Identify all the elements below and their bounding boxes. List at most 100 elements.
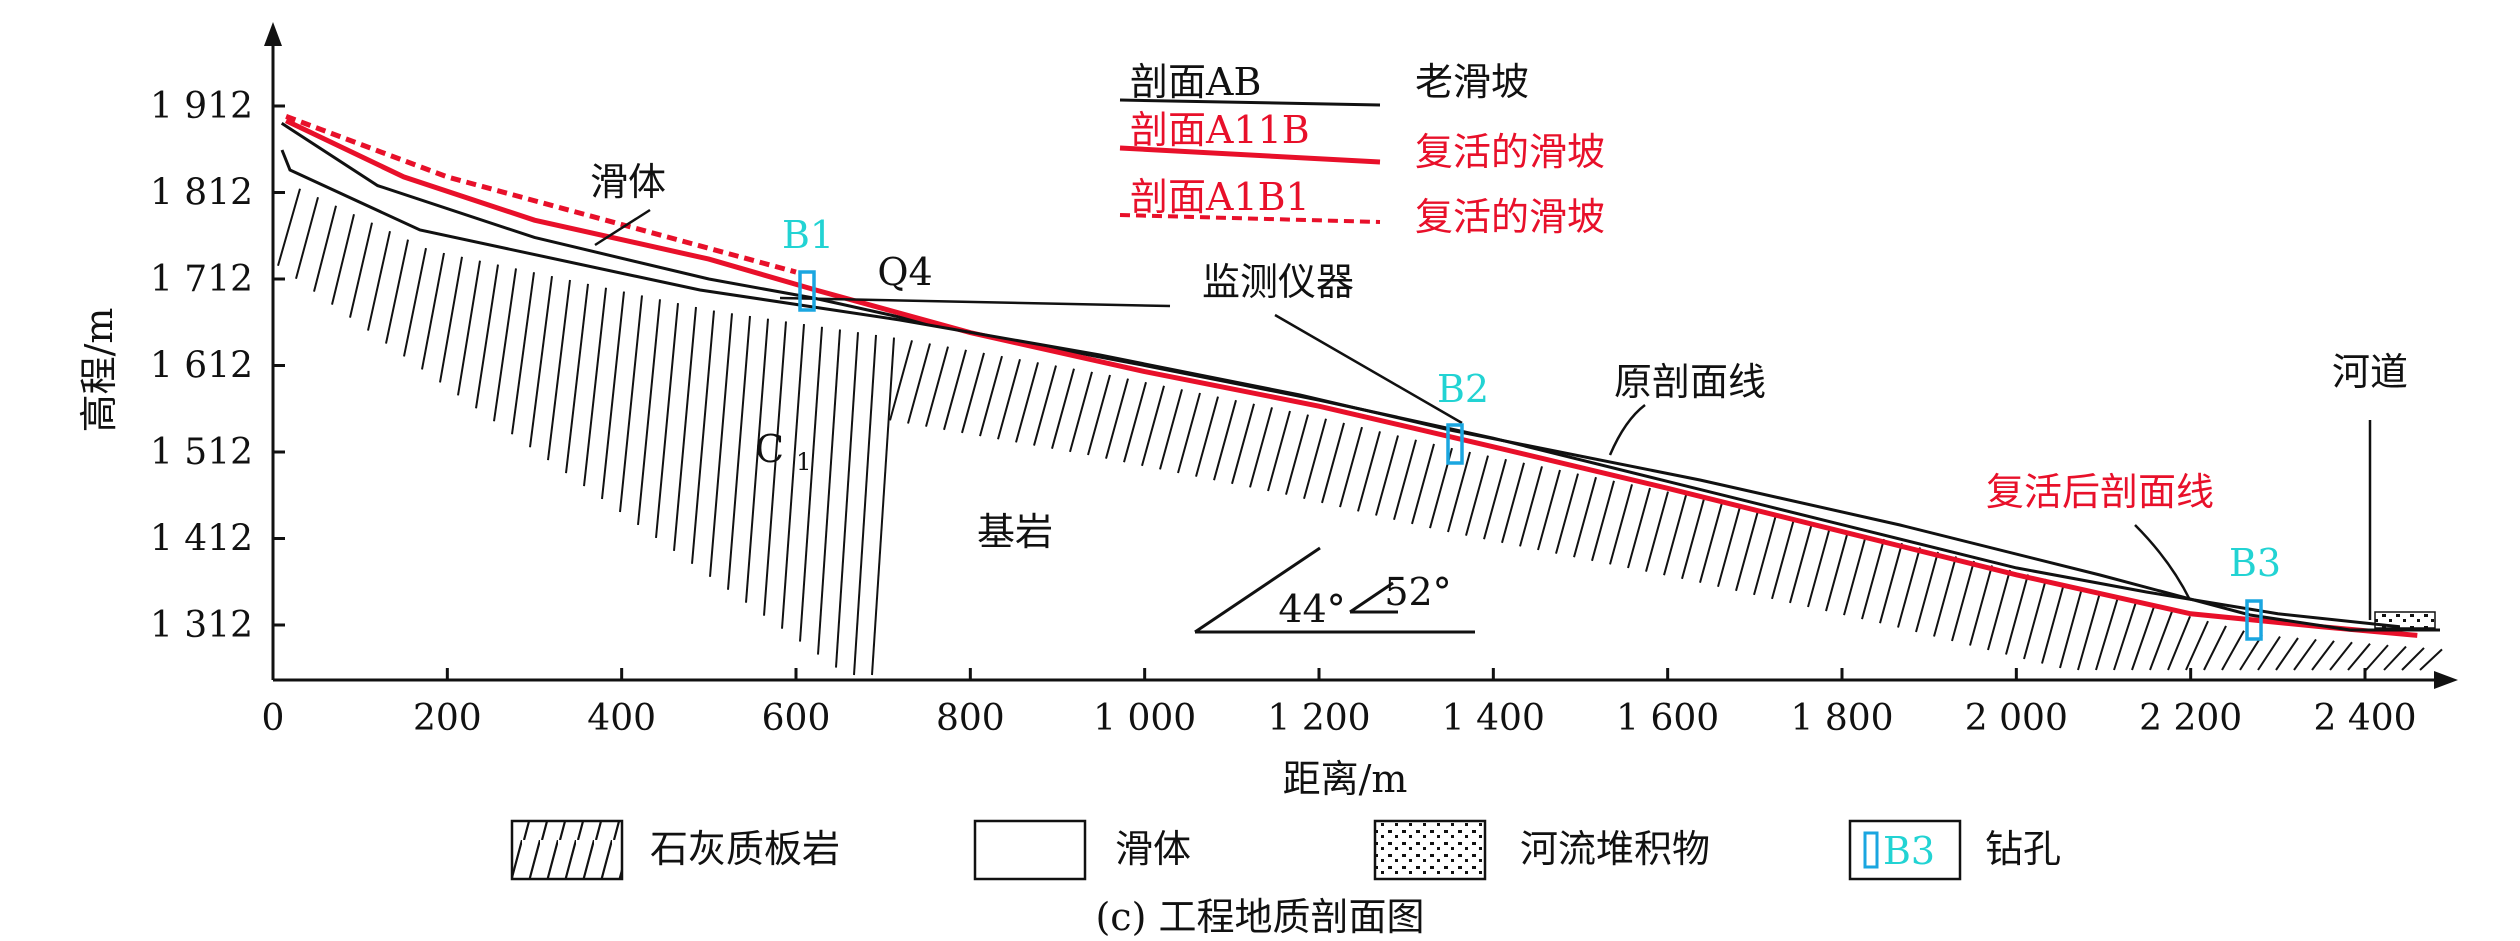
bedrock-hatch-line: [2239, 634, 2263, 671]
y-ticks: 1 312 1 412 1 512 1 612 1 712 1 812 1 912: [150, 86, 285, 646]
bedrock-hatch-line: [1105, 378, 1129, 459]
bedrock-hatch-line: [2365, 644, 2389, 671]
bedrock-hatch-line: [2167, 615, 2191, 671]
bedrock-hatch-line: [1573, 476, 1597, 558]
bedrock-hatch-line: [691, 310, 715, 564]
bedrock-hatch-line: [1231, 403, 1255, 485]
bedrock-hatch-line: [1591, 480, 1615, 562]
legend-swatch-limestone: [510, 819, 624, 881]
bedrock-hatch-line: [763, 321, 787, 616]
bedrock-hatch-line: [997, 358, 1021, 440]
c1-subscript: 1: [796, 448, 811, 476]
bedrock-hatch-line: [1555, 473, 1579, 554]
bedrock-hatch-line: [1717, 506, 1741, 588]
legend-swatch-river-deposit: [1373, 819, 1487, 881]
y-tick-label: 1 312: [150, 605, 253, 646]
bedrock-hatch-line: [1681, 498, 1705, 580]
x-tick-label: 2 400: [2313, 698, 2416, 739]
bedrock-hatch-line: [1987, 569, 2011, 651]
bedrock-hatch-line: [475, 264, 499, 409]
bedrock-hatch-line: [2005, 574, 2029, 655]
bedrock-hatch-line: [1177, 392, 1201, 474]
bedrock-hatch-line: [1645, 491, 1669, 572]
y-tick-label: 1 512: [150, 432, 253, 473]
bedrock-hatch-line: [1159, 389, 1183, 470]
bedrock-hatch-line: [1447, 451, 1471, 533]
bedrock-hatch-line: [1213, 399, 1237, 481]
bedrock-hatch-line: [1285, 414, 1309, 495]
bedrock-hatch-line: [727, 315, 751, 590]
bedrock-hatch-line: [2149, 611, 2173, 671]
bedrock-hatch-line: [2257, 636, 2281, 671]
bedrock-hatch-line: [1051, 368, 1075, 449]
bedrock-hatch-line: [853, 334, 877, 676]
bedrock-label: 基岩: [977, 510, 1053, 554]
bedrock-hatch-line: [2077, 592, 2101, 671]
bedrock-hatch-line: [1249, 407, 1273, 488]
bedrock-hatch-line: [1735, 510, 1759, 592]
bedrock-hatch-line: [745, 318, 769, 603]
bedrock-hatch-line: [1879, 542, 1903, 624]
x-tick-label: 1 600: [1616, 698, 1719, 739]
bedrock-hatch-line: [961, 352, 985, 434]
bedrock-hatch-line: [2329, 641, 2353, 671]
borehole-b3-marker: [2245, 599, 2263, 641]
revived-line-label: 复活后剖面线: [1986, 470, 2214, 514]
legend-line-a1b1: [1119, 213, 1381, 224]
y-tick-label: 1 912: [150, 86, 253, 127]
profile-legend: 剖面AB 老滑坡 剖面A11B 复活的滑坡 剖面A1B1 复活的滑坡: [1119, 60, 1605, 239]
bedrock-hatch-line: [1537, 469, 1561, 551]
bedrock-hatch-line: [619, 295, 643, 513]
legend-desc-revived-2: 复活的滑坡: [1415, 195, 1605, 239]
bedrock-hatch-line: [889, 340, 913, 421]
legend-limestone-label: 石灰质板岩: [650, 827, 840, 871]
angle-44-label: 44°: [1278, 587, 1345, 631]
original-line-leader: [1608, 404, 1646, 456]
bedrock-hatch-line: [709, 313, 733, 577]
bedrock-hatch-line: [1627, 487, 1651, 569]
bedrock-hatch-line: [1825, 530, 1849, 612]
y-tick-label: 1 812: [150, 173, 253, 214]
bedrock-hatch-line: [1501, 462, 1525, 544]
bedrock-hatch-lines: [277, 188, 2443, 676]
x-axis-arrow-icon: [2434, 671, 2458, 689]
bedrock-hatch-line: [439, 256, 463, 383]
legend-swatch-borehole: [1848, 819, 1962, 881]
bedrock-hatch-line: [2131, 606, 2155, 671]
bedrock-hatch-line: [2095, 596, 2119, 671]
slide-body-label: 滑体: [590, 160, 666, 204]
bedrock-hatch-line: [1915, 551, 1939, 633]
bedrock-hatch-line: [1969, 565, 1993, 646]
c1-main: C: [755, 427, 784, 471]
axes: [264, 22, 2458, 689]
legend-profile-ab: 剖面AB: [1130, 60, 1261, 104]
x-tick-label: 800: [936, 698, 1005, 739]
bedrock-hatch-line: [529, 276, 553, 448]
revived-line-leader: [2134, 524, 2192, 601]
bedrock-hatch-line: [1753, 514, 1777, 596]
y-tick-label: 1 712: [150, 259, 253, 300]
bedrock-hatch-line: [1015, 362, 1039, 443]
bedrock-hatch-line: [871, 337, 895, 676]
bedrock-hatch-line: [421, 252, 445, 370]
bedrock-hatch-line: [1033, 365, 1057, 446]
x-tick-label: 200: [413, 698, 482, 739]
bedrock-hatch-line: [907, 343, 931, 424]
bedrock-hatch-line: [925, 346, 949, 427]
profile-line-1: [284, 118, 2418, 638]
borehole-b2-marker: [1446, 423, 1464, 465]
slip-surface-line: [280, 149, 2440, 632]
bedrock-hatch-line: [1465, 455, 1489, 536]
bedrock-hatch-line: [2311, 640, 2335, 671]
bedrock-hatch-line: [655, 303, 679, 539]
x-tick-label: 1 800: [1790, 698, 1893, 739]
bedrock-hatch-line: [295, 196, 319, 279]
bedrock-hatch-line: [1897, 547, 1921, 628]
bedrock-hatch-line: [1933, 556, 1957, 637]
bedrock-hatch-line: [835, 332, 859, 668]
river-deposit-patch: [2374, 611, 2436, 629]
monitor-label: 监测仪器: [1202, 260, 1354, 304]
figure-caption: (c) 工程地质剖面图: [1095, 895, 1424, 939]
bedrock-hatch-line: [331, 213, 355, 305]
